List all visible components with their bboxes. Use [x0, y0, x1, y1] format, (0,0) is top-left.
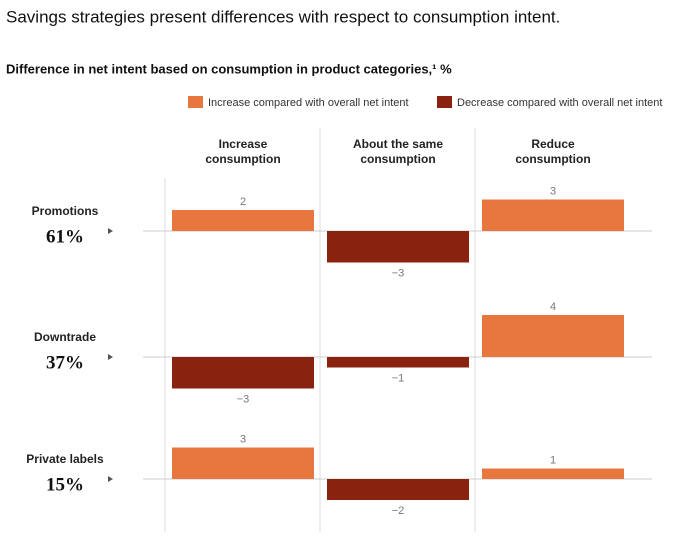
- bar: [327, 357, 469, 368]
- column-header: Increase consumption: [205, 137, 281, 166]
- row-marker: [108, 354, 113, 360]
- bar: [482, 315, 624, 357]
- row-marker: [108, 228, 113, 234]
- row-share: 15%: [46, 474, 84, 495]
- row-label: Private labels: [26, 452, 104, 466]
- bar: [327, 479, 469, 500]
- value-label: −3: [392, 267, 405, 279]
- bar: [172, 447, 314, 479]
- legend-label: Increase compared with overall net inten…: [208, 97, 409, 109]
- value-label: 1: [550, 454, 556, 466]
- bar: [172, 210, 314, 231]
- column-header: About the same consumption: [352, 137, 443, 166]
- column-header: Reduce consumption: [515, 137, 591, 166]
- legend-swatch: [437, 96, 452, 108]
- row-marker: [108, 476, 113, 482]
- chart-title: Savings strategies present differences w…: [6, 7, 560, 26]
- row-share: 37%: [46, 352, 84, 373]
- value-label: 4: [550, 301, 556, 313]
- bar: [327, 231, 469, 263]
- value-label: 3: [550, 185, 556, 197]
- bar: [482, 468, 624, 479]
- row-share: 61%: [46, 226, 84, 247]
- value-label: −3: [237, 393, 250, 405]
- row-label: Downtrade: [34, 330, 96, 344]
- value-label: −1: [392, 372, 405, 384]
- legend-swatch: [188, 96, 203, 108]
- bar: [482, 199, 624, 231]
- chart-subtitle: Difference in net intent based on consum…: [6, 61, 452, 76]
- row-label: Promotions: [32, 204, 99, 218]
- bar: [172, 357, 314, 389]
- value-label: 2: [240, 196, 246, 208]
- legend-label: Decrease compared with overall net inten…: [457, 97, 662, 109]
- value-label: 3: [240, 433, 246, 445]
- value-label: −2: [392, 505, 405, 517]
